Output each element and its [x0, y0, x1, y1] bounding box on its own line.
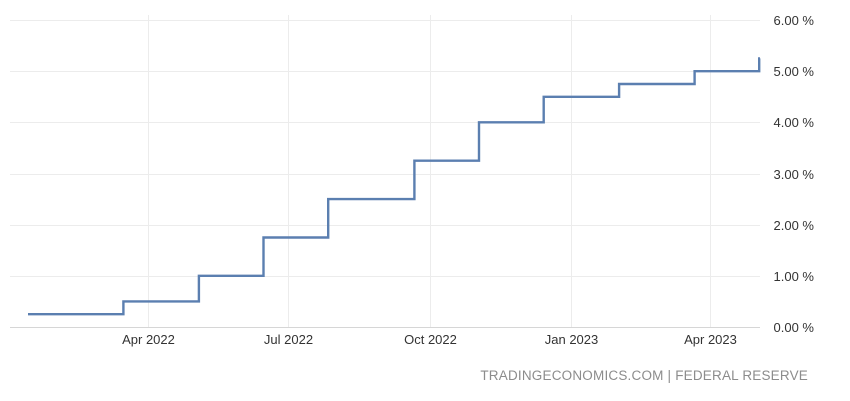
y-tick-label: 6.00 %	[774, 13, 815, 28]
y-tick-label: 5.00 %	[774, 64, 815, 79]
source-attribution: TRADINGECONOMICS.COM | FEDERAL RESERVE	[480, 368, 808, 383]
y-tick-label: 4.00 %	[774, 115, 815, 130]
y-tick-label: 2.00 %	[774, 218, 815, 233]
y-tick-label: 0.00 %	[774, 320, 815, 335]
x-axis-labels: Apr 2022 Jul 2022 Oct 2022 Jan 2023 Apr 2023	[122, 332, 737, 347]
chart-grid	[10, 15, 760, 328]
y-tick-label: 3.00 %	[774, 167, 815, 182]
y-axis-labels: 0.00 % 1.00 % 2.00 % 3.00 % 4.00 % 5.00 % 6.00…	[774, 13, 815, 335]
x-tick-label: Jul 2022	[264, 332, 313, 347]
chart-series	[28, 57, 761, 316]
x-tick-label: Apr 2023	[684, 332, 737, 347]
x-tick-label: Oct 2022	[404, 332, 457, 347]
x-tick-label: Jan 2023	[545, 332, 599, 347]
x-tick-label: Apr 2022	[122, 332, 175, 347]
series-line	[28, 57, 761, 316]
y-tick-label: 1.00 %	[774, 269, 815, 284]
